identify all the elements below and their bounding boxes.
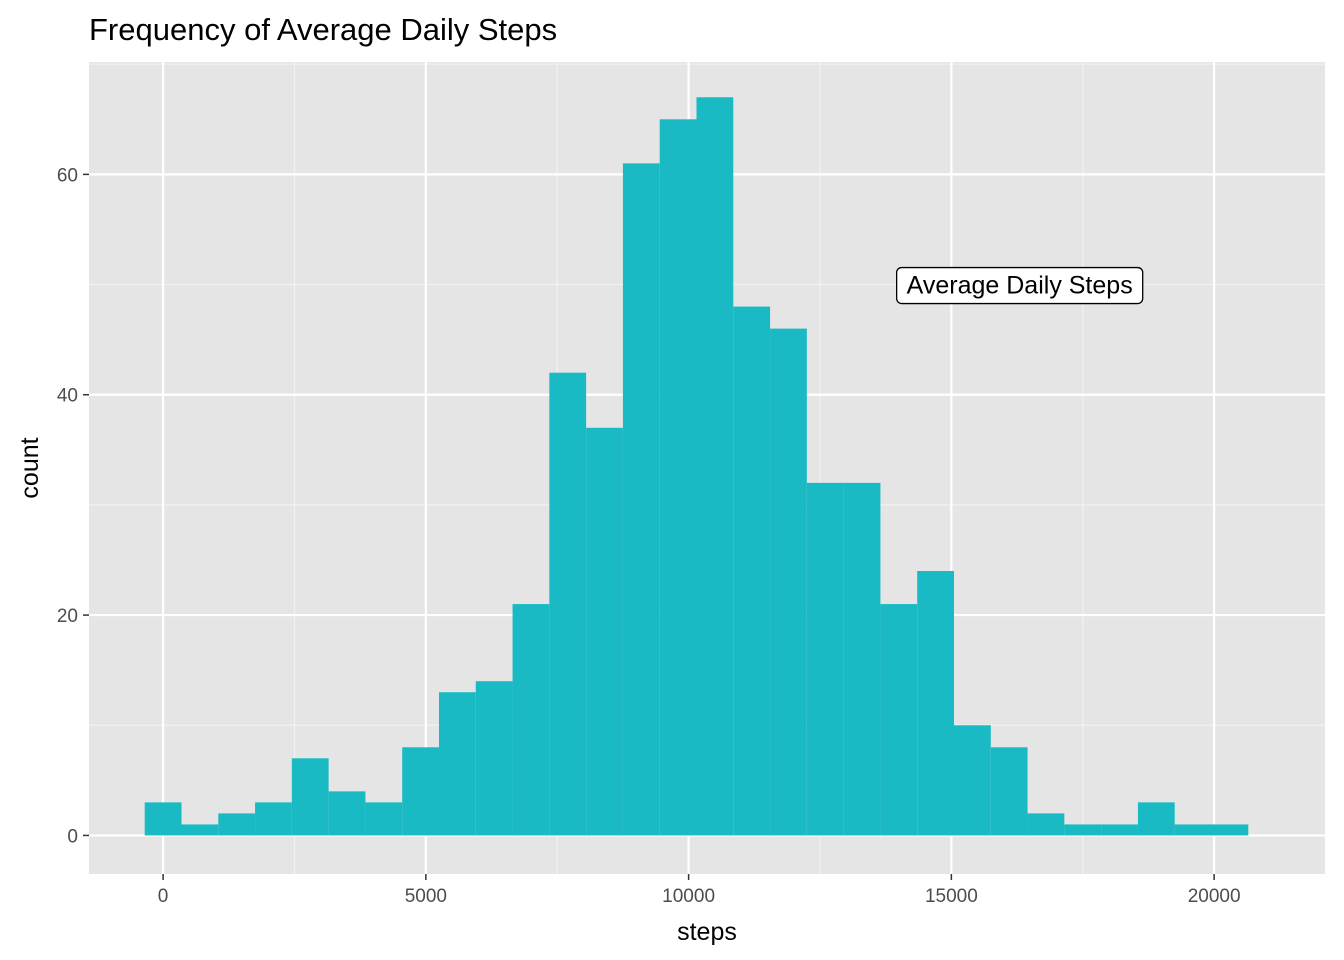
histogram-bar [1137,802,1175,836]
histogram-bar [1064,824,1102,836]
histogram-bar [1174,824,1212,836]
y-tick-label: 40 [57,386,78,407]
annotation-box [895,266,1144,305]
x-tick-label: 10000 [662,886,715,907]
chart-title: Frequency of Average Daily Steps [89,12,557,47]
y-axis: 0 20 40 60 [57,165,89,847]
histogram-bar [1211,824,1249,836]
histogram-bar [549,372,587,836]
histogram-bar [733,306,771,836]
y-tick-label: 60 [57,165,78,186]
histogram-bar [328,791,366,836]
histogram-bar [365,802,403,836]
histogram-bar [622,163,660,836]
histogram-bar [806,482,844,836]
histogram-bar [438,692,476,836]
histogram-bar [953,725,991,836]
histogram-bar [990,747,1028,836]
x-axis-title: steps [677,918,737,946]
y-axis-title: count [16,437,44,498]
histogram-bar [255,802,292,836]
histogram-bar [880,604,918,836]
histogram-bar [144,802,182,836]
histogram-bar [770,328,807,836]
histogram-bar [512,604,550,836]
annotation-label: Average Daily Steps [907,272,1133,300]
histogram-bar [917,571,954,836]
histogram-bars [144,97,1249,836]
histogram-bar [402,747,439,836]
histogram-bar [586,427,623,836]
histogram-bar [659,119,697,836]
histogram-bar [475,681,513,836]
y-tick-label: 20 [57,606,78,627]
x-tick-label: 0 [158,886,169,907]
histogram-bar [291,758,329,836]
x-axis: 0 5000 10000 15000 20000 [158,874,1241,907]
x-tick-label: 5000 [405,886,447,907]
x-tick-label: 15000 [925,886,978,907]
histogram-bar [1101,824,1138,836]
chart-annotation: Average Daily Steps [895,266,1144,305]
x-tick-label: 20000 [1188,886,1241,907]
histogram-bar [1027,813,1065,836]
histogram-bar [218,813,256,836]
histogram-bar [181,824,219,836]
histogram-bar [696,97,734,836]
histogram-bar [843,482,881,836]
y-tick-label: 0 [67,826,78,847]
